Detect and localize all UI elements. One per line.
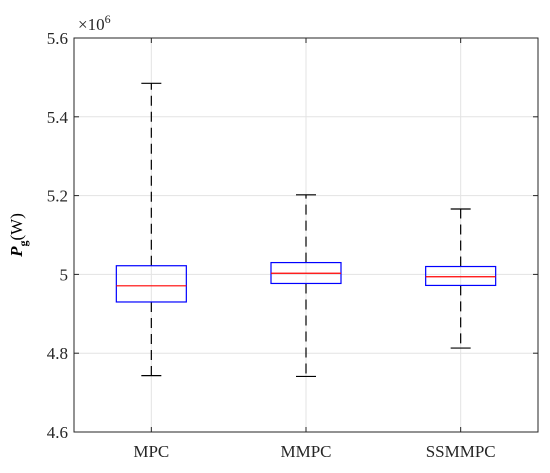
y-label-unit: (W) — [7, 213, 26, 240]
y-tick-label: 5.6 — [47, 29, 68, 48]
y-tick-label: 4.8 — [47, 344, 68, 363]
box-group — [115, 82, 187, 377]
y-tick-label: 5.2 — [47, 187, 68, 206]
box-group — [425, 208, 497, 349]
y-exponent-base: ×10 — [78, 15, 105, 34]
box-layer — [115, 82, 497, 378]
x-tick-label: MPC — [133, 442, 169, 461]
y-label-main: P — [7, 246, 26, 258]
iqr-box — [425, 265, 497, 287]
y-tick-label: 4.6 — [47, 423, 68, 442]
y-axis-label: Pg(W) — [7, 213, 30, 258]
y-exponent-power: 6 — [105, 12, 111, 26]
x-tick-label: SSMMPC — [426, 442, 496, 461]
y-tick-label: 5 — [60, 265, 69, 284]
iqr-box — [115, 265, 187, 303]
y-axis-exponent: ×106 — [78, 12, 111, 34]
y-tick-label: 5.4 — [47, 108, 69, 127]
y-label-subscript: g — [16, 240, 30, 246]
x-tick-label: MMPC — [280, 442, 331, 461]
box-group — [270, 194, 342, 378]
tick-layer: 4.6 4.8 5 5.2 5.4 5.6 MPC MMPC SSMMPC — [47, 29, 538, 461]
